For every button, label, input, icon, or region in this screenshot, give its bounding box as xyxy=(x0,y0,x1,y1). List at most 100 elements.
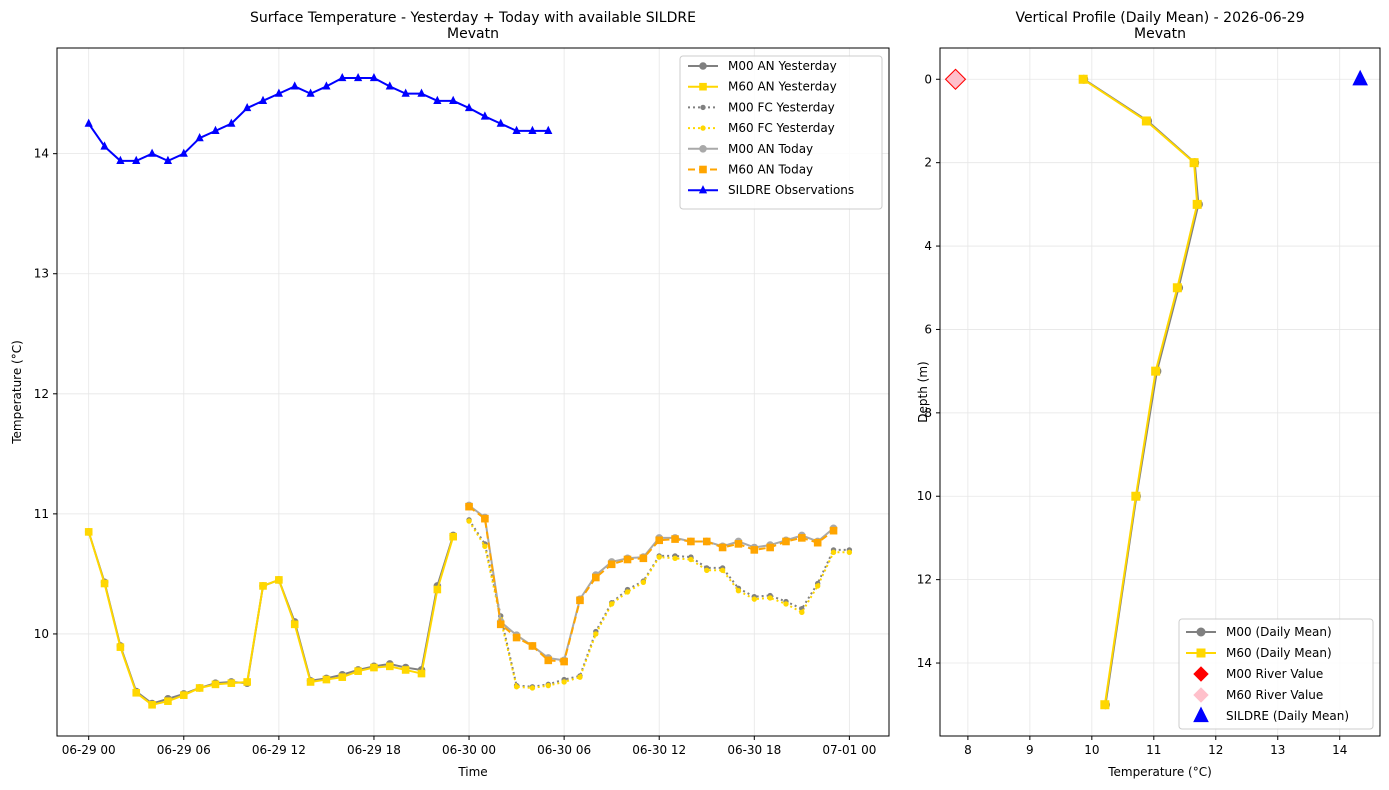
data-point xyxy=(481,514,489,523)
legend-marker xyxy=(1193,706,1209,723)
data-point xyxy=(783,601,789,607)
surface-x-tick-label: 06-30 00 xyxy=(442,743,496,757)
surface-x-tick-label: 06-30 12 xyxy=(632,743,686,757)
data-point xyxy=(561,679,567,685)
legend-marker xyxy=(700,125,706,131)
data-point xyxy=(195,132,204,142)
surface-y-tick-label: 13 xyxy=(34,267,49,281)
data-point xyxy=(195,684,204,692)
data-point xyxy=(704,567,710,574)
legend-label: M60 FC Yesterday xyxy=(728,121,835,135)
profile-y-tick-label: 8 xyxy=(924,406,932,420)
data-point xyxy=(798,534,806,542)
data-point xyxy=(751,596,757,602)
data-point xyxy=(1172,283,1182,293)
legend-marker xyxy=(1193,666,1209,682)
data-point xyxy=(512,125,521,134)
data-point xyxy=(1192,199,1202,209)
data-point xyxy=(275,576,283,584)
legend-label: M60 (Daily Mean) xyxy=(1226,646,1332,660)
data-point xyxy=(84,118,93,127)
data-point xyxy=(148,700,156,709)
data-point xyxy=(577,674,583,680)
data-point xyxy=(116,643,125,651)
data-point xyxy=(401,666,410,674)
data-point xyxy=(528,642,537,650)
data-point xyxy=(607,560,616,569)
profile-y-tick-label: 14 xyxy=(917,656,932,670)
surface-chart-subtitle: Mevatn xyxy=(447,26,499,42)
data-point xyxy=(480,111,489,120)
data-point xyxy=(719,567,726,574)
data-point xyxy=(687,537,695,546)
data-point xyxy=(799,609,805,616)
data-point xyxy=(466,518,472,524)
data-point xyxy=(608,601,615,607)
data-point xyxy=(496,118,505,127)
data-point xyxy=(623,555,632,564)
data-point xyxy=(528,125,537,134)
data-point xyxy=(306,678,315,686)
surface-y-tick-label: 10 xyxy=(34,627,49,641)
data-point xyxy=(274,88,283,97)
series-sildre-observations xyxy=(84,72,553,165)
series-m60-an-yesterday xyxy=(84,528,457,709)
legend-marker xyxy=(700,104,706,111)
legend-marker xyxy=(699,82,707,91)
data-point xyxy=(1189,158,1199,168)
surface-ticks: 06-29 00 06-29 06 06-29 12 06-29 18 06-30 00… xyxy=(34,147,877,757)
data-point xyxy=(656,554,662,560)
data-point xyxy=(370,663,378,672)
data-point xyxy=(322,81,331,90)
profile-chart-title: Vertical Profile (Daily Mean) - 2026-06-… xyxy=(1015,10,1304,26)
surface-x-axis-label: Time xyxy=(457,765,487,779)
surface-x-tick-label: 06-29 06 xyxy=(157,743,211,757)
profile-chart-subtitle: Mevatn xyxy=(1134,26,1186,42)
data-point xyxy=(671,535,679,543)
data-point xyxy=(766,543,774,552)
profile-x-tick-label: 13 xyxy=(1270,743,1285,757)
profile-x-tick-label: 10 xyxy=(1084,743,1099,757)
data-point xyxy=(718,543,727,552)
surface-x-tick-label: 06-29 00 xyxy=(62,743,116,757)
profile-y-tick-label: 4 xyxy=(924,239,932,253)
data-point xyxy=(544,125,553,134)
legend-label: SILDRE (Daily Mean) xyxy=(1226,709,1349,723)
data-point xyxy=(529,685,536,691)
data-point xyxy=(227,118,236,127)
legend-marker xyxy=(1193,687,1209,703)
legend-label: M00 FC Yesterday xyxy=(728,100,835,114)
legend-label: M00 AN Yesterday xyxy=(728,59,837,73)
data-point xyxy=(782,537,790,546)
data-point xyxy=(164,697,172,705)
m60-river-value-marker xyxy=(946,70,965,89)
data-point xyxy=(116,155,125,165)
data-point xyxy=(829,526,838,535)
profile-x-tick-label: 9 xyxy=(1026,743,1034,757)
data-point xyxy=(750,546,759,554)
data-point xyxy=(322,675,331,684)
profile-y-tick-label: 2 xyxy=(924,156,932,170)
legend-label: M60 AN Yesterday xyxy=(728,80,837,94)
series-line xyxy=(1082,78,1199,705)
surface-chart-title: Surface Temperature - Yesterday + Today … xyxy=(250,10,696,26)
data-point xyxy=(243,102,252,112)
data-point xyxy=(640,579,647,586)
data-point xyxy=(496,620,505,629)
data-point xyxy=(243,678,251,686)
data-point xyxy=(1151,366,1161,376)
surface-plot-frame xyxy=(56,47,890,737)
data-point xyxy=(417,669,426,678)
surface-x-tick-label: 06-29 12 xyxy=(252,743,306,757)
data-point xyxy=(132,155,141,165)
data-point xyxy=(449,95,458,104)
data-point xyxy=(353,72,363,82)
data-point xyxy=(576,596,584,605)
surface-x-tick-label: 07-01 00 xyxy=(822,743,876,757)
series-m60-daily-mean- xyxy=(1078,74,1202,710)
data-point xyxy=(560,657,568,666)
legend-marker xyxy=(1196,648,1206,658)
surface-y-tick-label: 14 xyxy=(34,147,49,161)
surface-series xyxy=(84,72,853,709)
data-point xyxy=(211,125,220,134)
